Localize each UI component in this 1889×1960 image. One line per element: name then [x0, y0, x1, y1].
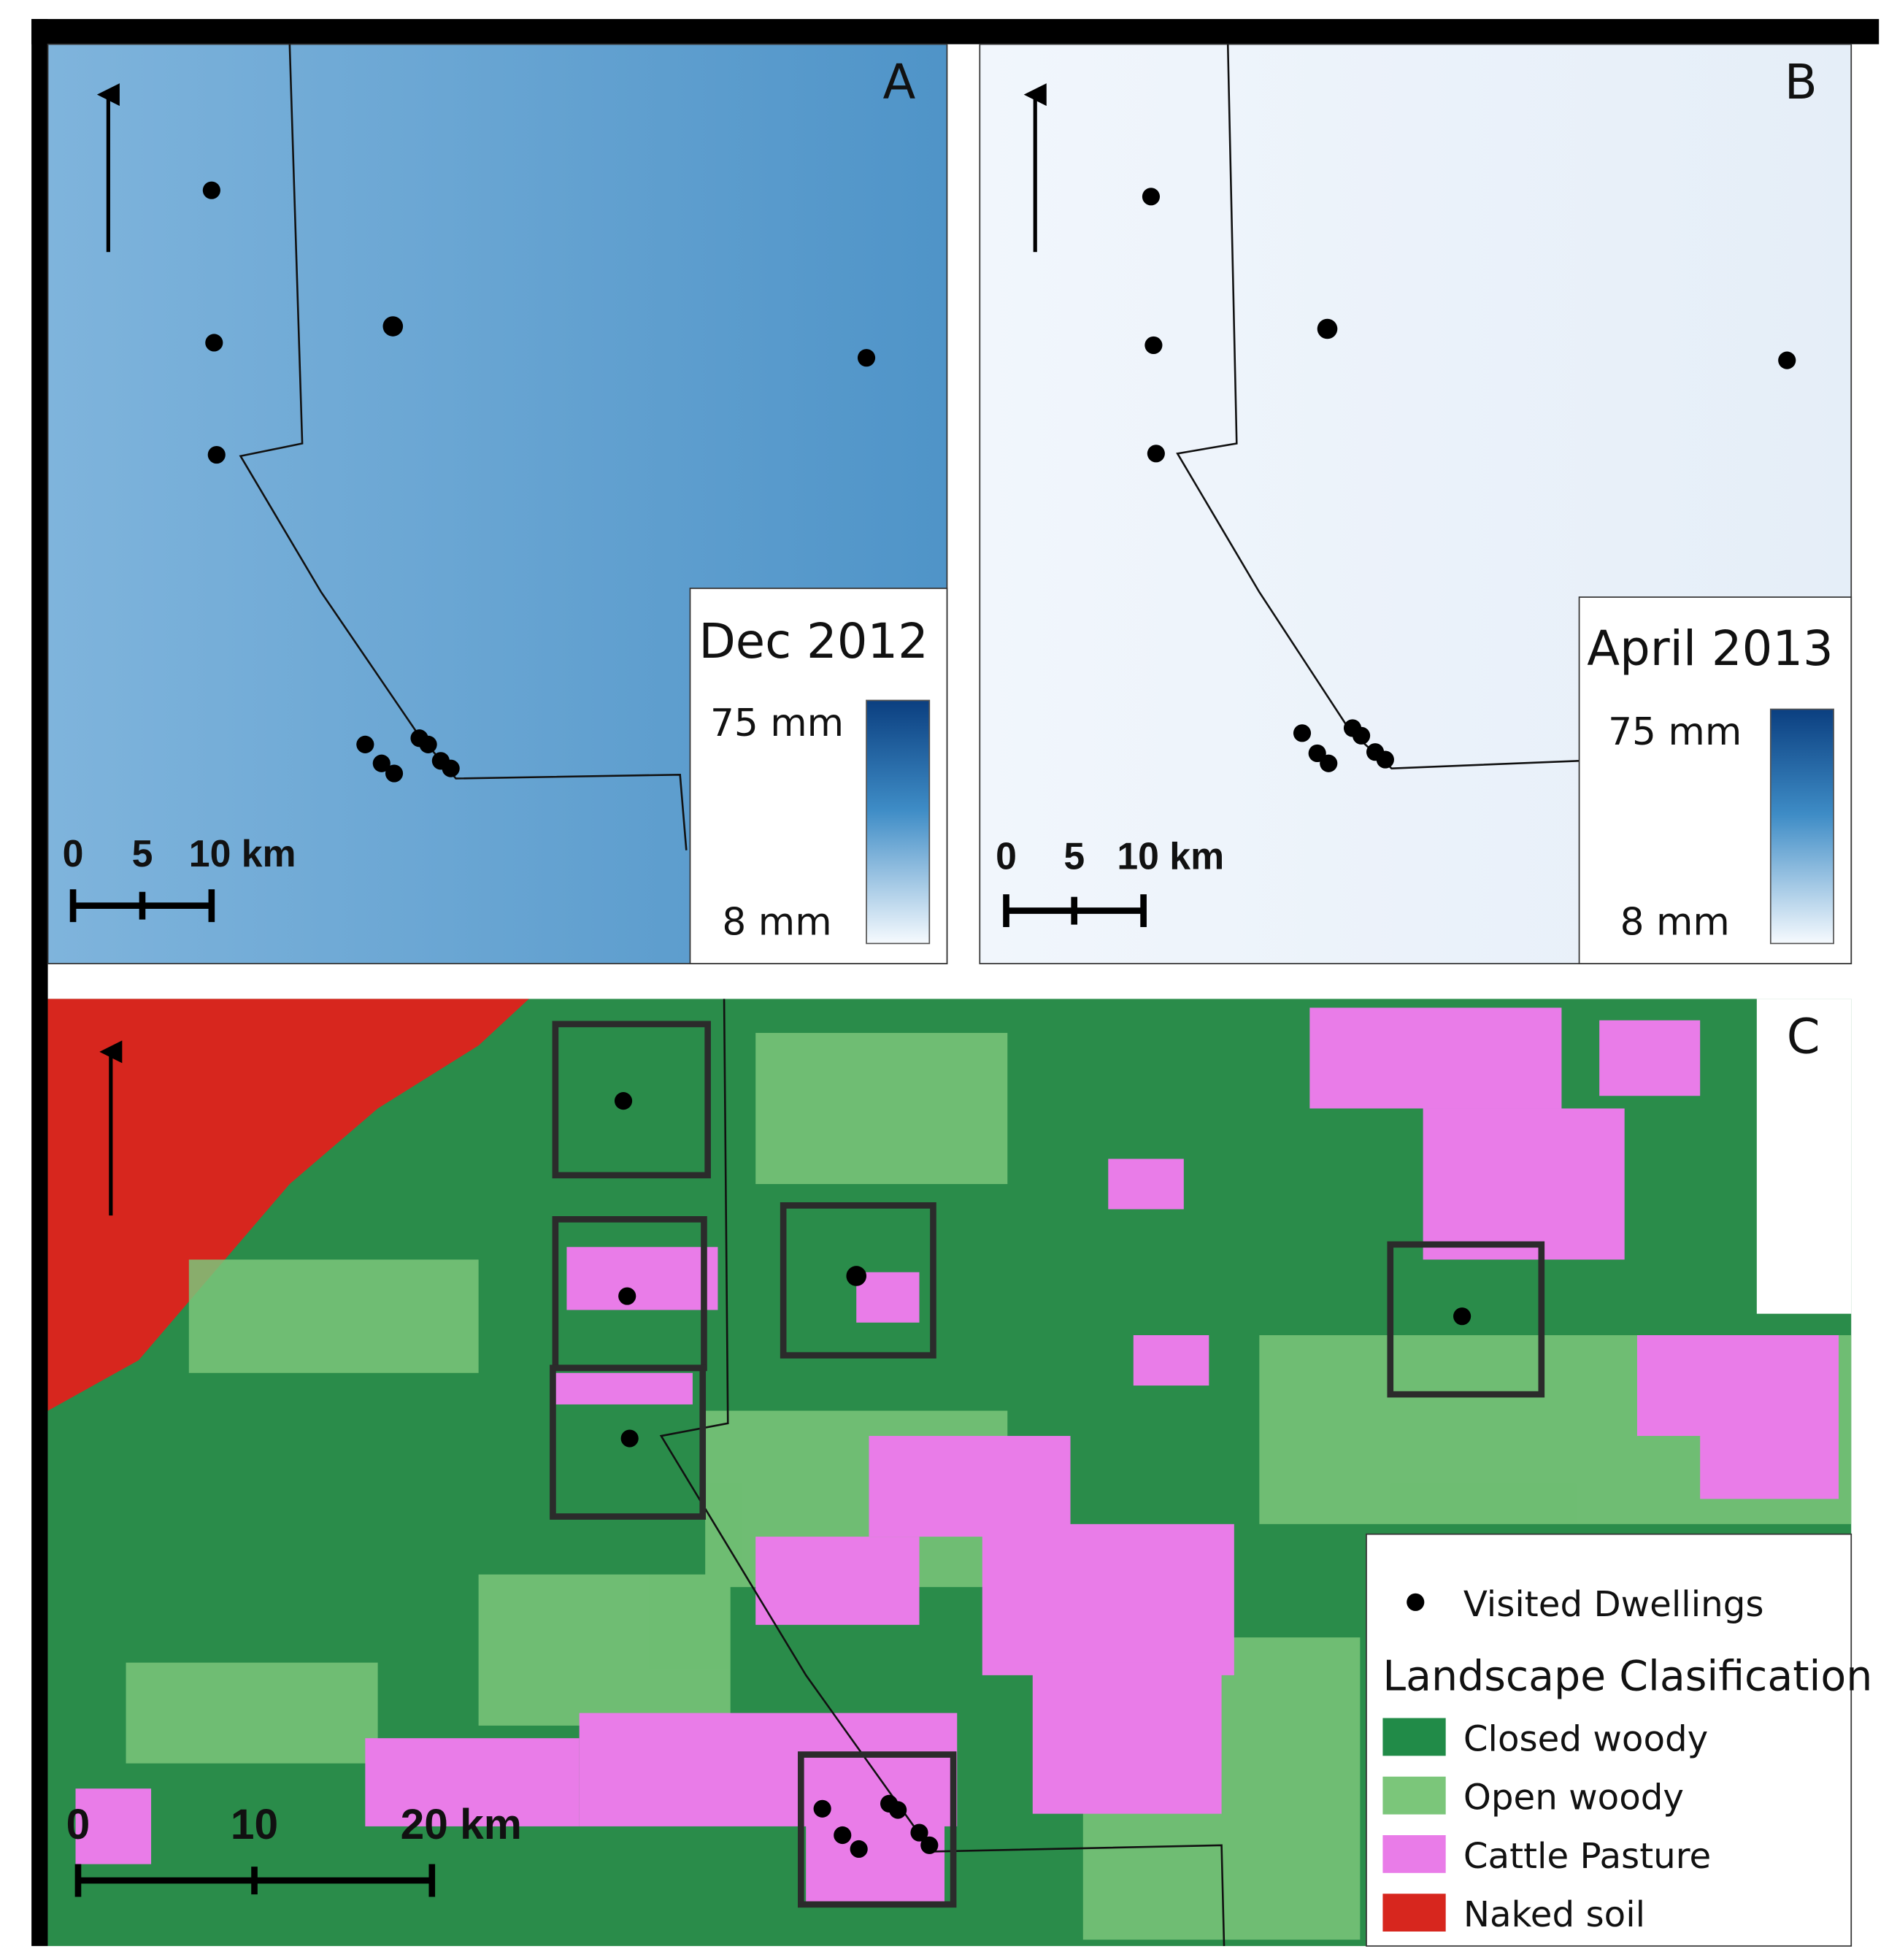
- naked-soil-area: [47, 999, 529, 1411]
- dwellings: [202, 181, 876, 783]
- scale-bar: [74, 1864, 436, 1897]
- boundary: [239, 44, 688, 850]
- min-label: 8 mm: [722, 900, 831, 944]
- top-bar: [31, 19, 1880, 45]
- color-bar: [866, 699, 931, 945]
- scale-label: 10: [231, 1801, 278, 1848]
- panel-b: B April 2013 75 mm 8 mm 0 5 10 km: [979, 43, 1853, 964]
- legend-swatch: [1382, 1894, 1446, 1932]
- max-label: 75 mm: [710, 702, 844, 745]
- legend-label: Cattle Pasture: [1463, 1836, 1711, 1877]
- scale-bar: [1003, 894, 1147, 928]
- legend-items: Closed woody Open woody Cattle Pasture Nake…: [1382, 1718, 1711, 1935]
- panel-letter: C: [1787, 1010, 1820, 1065]
- dwellings: [614, 1092, 1471, 1859]
- legend-label: Open woody: [1463, 1778, 1684, 1818]
- scale-label: 5: [1063, 835, 1085, 877]
- color-bar: [1769, 708, 1834, 945]
- scale-label: 10 km: [1117, 835, 1224, 877]
- scale-label: 20 km: [401, 1801, 522, 1848]
- max-label: 75 mm: [1608, 710, 1742, 754]
- min-label: 8 mm: [1620, 900, 1730, 944]
- panel-a: A Dec 2012 75 mm 8 mm 0 5 10 km: [47, 43, 948, 964]
- legend-label: Naked soil: [1463, 1894, 1645, 1935]
- boundary: [659, 999, 1226, 1946]
- legend-label: Visited Dwellings: [1463, 1584, 1764, 1625]
- cattle-pasture-areas: [75, 1007, 1839, 1902]
- scale-label: 10 km: [189, 832, 296, 875]
- legend-title: Dec 2012: [699, 614, 928, 669]
- left-bar: [31, 19, 48, 1946]
- legend-swatch: [1382, 1835, 1446, 1873]
- legend-label: Closed woody: [1463, 1718, 1708, 1759]
- scale-bar: [69, 889, 215, 923]
- dwellings: [1142, 188, 1796, 772]
- legend-title: Landscape Clasification: [1382, 1653, 1872, 1701]
- legend-title: April 2013: [1587, 621, 1833, 677]
- boundary: [1176, 44, 1580, 769]
- scale-label: 0: [66, 1801, 91, 1848]
- study-boxes: [550, 1021, 1545, 1908]
- scale-label: 0: [996, 835, 1017, 877]
- panel-letter: A: [882, 55, 915, 110]
- dwelling-symbol: [1407, 1593, 1425, 1611]
- panel-letter: B: [1785, 55, 1817, 110]
- legend-box: [1366, 1533, 1853, 1947]
- outside-area: [1756, 999, 1852, 1314]
- scale-label: 5: [132, 832, 153, 875]
- panel-c: C 0 10 20 km Visited Dwellings Landscape…: [47, 999, 1872, 1947]
- scale-label: 0: [63, 832, 84, 875]
- legend-swatch: [1382, 1776, 1446, 1815]
- legend-swatch: [1382, 1718, 1446, 1756]
